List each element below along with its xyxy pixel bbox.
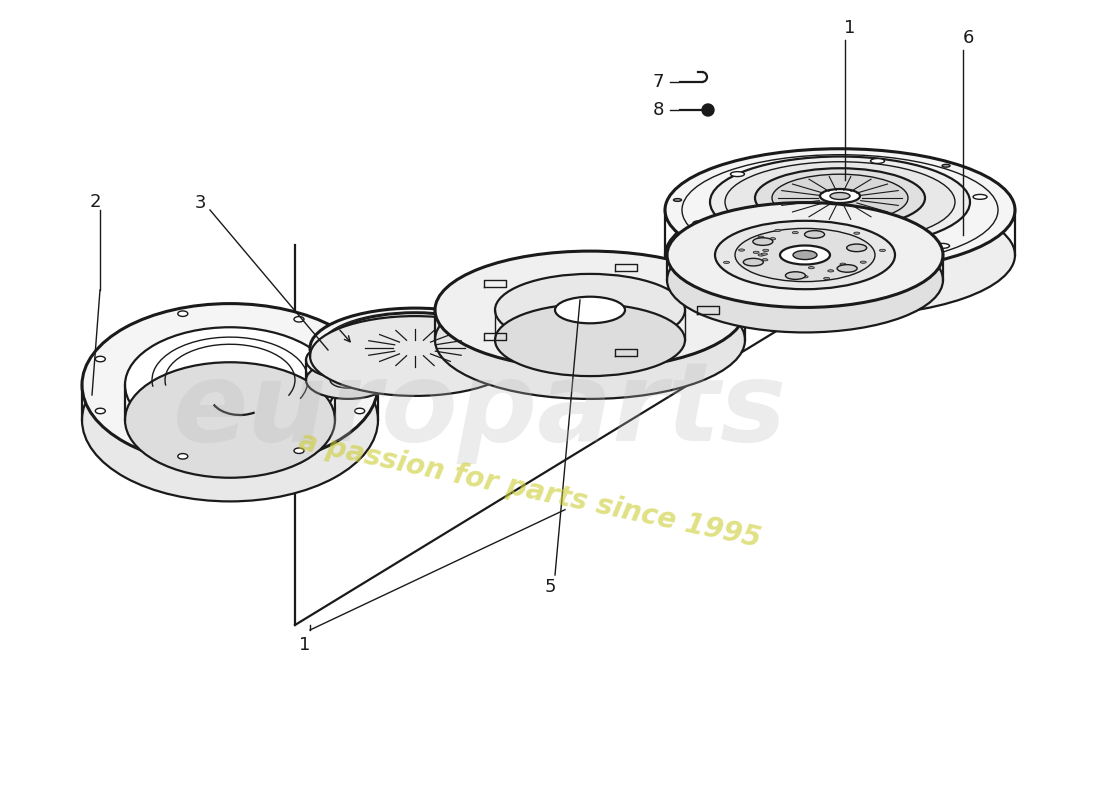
Ellipse shape <box>306 341 390 379</box>
Ellipse shape <box>693 221 707 226</box>
Ellipse shape <box>96 408 106 414</box>
Ellipse shape <box>752 238 773 246</box>
Ellipse shape <box>495 304 685 376</box>
Ellipse shape <box>795 257 810 262</box>
Ellipse shape <box>860 261 866 263</box>
Ellipse shape <box>434 251 745 369</box>
Text: 3: 3 <box>195 194 206 212</box>
Ellipse shape <box>125 327 336 442</box>
Ellipse shape <box>666 149 1015 271</box>
Ellipse shape <box>804 230 825 238</box>
Ellipse shape <box>755 168 925 228</box>
Ellipse shape <box>310 308 520 388</box>
Text: a passion for parts since 1995: a passion for parts since 1995 <box>296 427 763 553</box>
Ellipse shape <box>730 172 745 177</box>
Ellipse shape <box>294 448 304 454</box>
Ellipse shape <box>942 164 950 167</box>
Ellipse shape <box>724 262 729 263</box>
Ellipse shape <box>892 263 901 266</box>
Ellipse shape <box>735 229 874 282</box>
Ellipse shape <box>320 312 510 384</box>
Ellipse shape <box>847 244 867 252</box>
Ellipse shape <box>852 245 858 247</box>
Text: 2: 2 <box>89 193 101 211</box>
Ellipse shape <box>774 230 781 232</box>
Ellipse shape <box>715 221 895 290</box>
Ellipse shape <box>294 317 304 322</box>
Ellipse shape <box>306 361 390 399</box>
Ellipse shape <box>710 157 970 247</box>
Ellipse shape <box>762 250 769 251</box>
Ellipse shape <box>667 202 943 307</box>
Ellipse shape <box>323 313 507 383</box>
Ellipse shape <box>770 238 776 240</box>
Ellipse shape <box>96 356 106 362</box>
Ellipse shape <box>854 232 860 234</box>
Ellipse shape <box>792 231 799 234</box>
Text: 8: 8 <box>652 101 663 119</box>
Ellipse shape <box>666 194 1015 316</box>
Ellipse shape <box>880 250 886 251</box>
Ellipse shape <box>935 243 949 248</box>
Ellipse shape <box>125 362 336 478</box>
Text: 1: 1 <box>845 19 856 37</box>
Ellipse shape <box>840 263 846 266</box>
Ellipse shape <box>377 334 453 362</box>
Ellipse shape <box>178 311 188 317</box>
Ellipse shape <box>405 344 425 352</box>
Ellipse shape <box>848 246 854 249</box>
Ellipse shape <box>556 297 625 323</box>
Ellipse shape <box>758 254 764 256</box>
Ellipse shape <box>824 278 829 279</box>
Ellipse shape <box>772 174 908 222</box>
Ellipse shape <box>354 356 365 362</box>
Ellipse shape <box>330 372 366 388</box>
Ellipse shape <box>330 352 366 368</box>
Ellipse shape <box>827 270 834 272</box>
Ellipse shape <box>758 236 764 238</box>
Ellipse shape <box>395 341 434 355</box>
Ellipse shape <box>310 316 520 396</box>
Text: 7: 7 <box>652 73 663 91</box>
Ellipse shape <box>820 189 860 203</box>
Ellipse shape <box>738 249 745 251</box>
Text: europarts: europarts <box>173 357 788 463</box>
Ellipse shape <box>667 227 943 333</box>
Ellipse shape <box>82 304 378 466</box>
Ellipse shape <box>360 327 470 369</box>
Ellipse shape <box>837 265 857 272</box>
Ellipse shape <box>802 276 808 278</box>
Ellipse shape <box>780 246 830 265</box>
Text: 1: 1 <box>299 636 310 654</box>
Ellipse shape <box>870 158 884 163</box>
Ellipse shape <box>754 251 759 254</box>
Ellipse shape <box>354 408 365 414</box>
Ellipse shape <box>830 193 850 199</box>
Ellipse shape <box>495 274 685 346</box>
Ellipse shape <box>793 250 817 259</box>
Ellipse shape <box>793 274 800 276</box>
Ellipse shape <box>974 194 987 199</box>
Ellipse shape <box>762 258 768 261</box>
Ellipse shape <box>673 198 682 202</box>
Ellipse shape <box>761 253 768 255</box>
Ellipse shape <box>725 162 955 242</box>
Ellipse shape <box>434 281 745 399</box>
Circle shape <box>702 104 714 116</box>
Ellipse shape <box>682 154 998 266</box>
Text: 6: 6 <box>962 29 974 47</box>
Ellipse shape <box>744 258 763 266</box>
Ellipse shape <box>82 338 378 502</box>
Ellipse shape <box>808 266 814 269</box>
Ellipse shape <box>178 454 188 459</box>
Ellipse shape <box>785 272 805 279</box>
Text: 5: 5 <box>544 578 556 596</box>
